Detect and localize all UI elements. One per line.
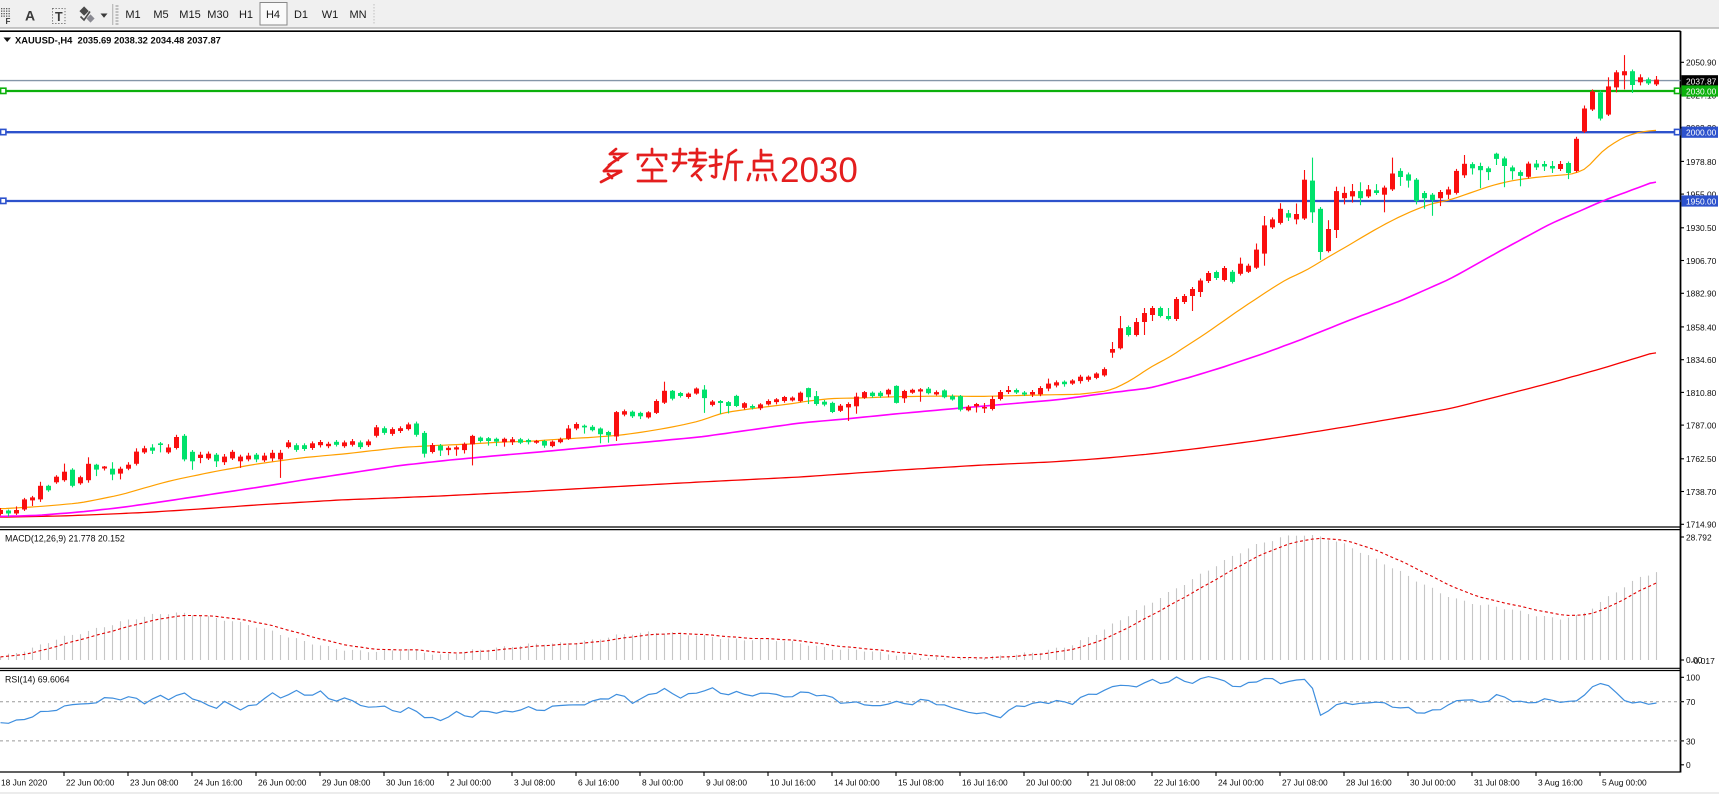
- svg-text:H1: H1: [239, 9, 253, 21]
- svg-text:1950.00: 1950.00: [1686, 197, 1717, 207]
- svg-text:29 Jun 08:00: 29 Jun 08:00: [322, 778, 371, 788]
- svg-text:5 Aug 00:00: 5 Aug 00:00: [1602, 778, 1647, 788]
- svg-text:2000.00: 2000.00: [1686, 128, 1717, 138]
- svg-text:M1: M1: [125, 9, 140, 21]
- svg-text:14 Jul 00:00: 14 Jul 00:00: [834, 778, 880, 788]
- svg-text:M30: M30: [207, 9, 228, 21]
- svg-text:2030: 2030: [780, 151, 858, 190]
- svg-text:D1: D1: [294, 9, 308, 21]
- svg-text:3 Aug 16:00: 3 Aug 16:00: [1538, 778, 1583, 788]
- svg-text:18 Jun 2020: 18 Jun 2020: [1, 778, 47, 788]
- svg-text:24 Jul 00:00: 24 Jul 00:00: [1218, 778, 1264, 788]
- svg-text:1810.80: 1810.80: [1686, 388, 1717, 398]
- svg-text:1882.90: 1882.90: [1686, 289, 1717, 299]
- svg-text:A: A: [25, 8, 35, 24]
- svg-text:23 Jun 08:00: 23 Jun 08:00: [130, 778, 179, 788]
- svg-text:RSI(14) 69.6064: RSI(14) 69.6064: [5, 675, 70, 685]
- svg-text:15 Jul 08:00: 15 Jul 08:00: [898, 778, 944, 788]
- svg-text:2050.90: 2050.90: [1686, 58, 1717, 68]
- svg-text:1834.60: 1834.60: [1686, 355, 1717, 365]
- svg-text:28.792: 28.792: [1686, 532, 1712, 542]
- svg-text:2 Jul 00:00: 2 Jul 00:00: [450, 778, 491, 788]
- svg-text:XAUUSD-,H4 2035.69 2038.32 20: XAUUSD-,H4 2035.69 2038.32 2034.48 2037.…: [15, 35, 221, 46]
- svg-text:2030.00: 2030.00: [1686, 87, 1717, 97]
- svg-text:1787.00: 1787.00: [1686, 421, 1717, 431]
- svg-text:1955.00: 1955.00: [1686, 190, 1717, 200]
- svg-text:31 Jul 08:00: 31 Jul 08:00: [1474, 778, 1520, 788]
- svg-text:8 Jul 00:00: 8 Jul 00:00: [642, 778, 683, 788]
- svg-text:70: 70: [1686, 697, 1696, 707]
- svg-text:2037.87: 2037.87: [1686, 76, 1717, 86]
- svg-text:1714.90: 1714.90: [1686, 520, 1717, 530]
- svg-text:16 Jul 16:00: 16 Jul 16:00: [962, 778, 1008, 788]
- svg-text:M15: M15: [179, 9, 200, 21]
- svg-text:W1: W1: [322, 9, 339, 21]
- svg-text:10 Jul 16:00: 10 Jul 16:00: [770, 778, 816, 788]
- svg-text:100: 100: [1686, 673, 1700, 683]
- svg-text:MN: MN: [349, 9, 366, 21]
- svg-text:30: 30: [1686, 736, 1696, 746]
- svg-text:1906.70: 1906.70: [1686, 256, 1717, 266]
- svg-text:21 Jul 08:00: 21 Jul 08:00: [1090, 778, 1136, 788]
- svg-text:H4: H4: [266, 9, 280, 21]
- svg-text:-0.017: -0.017: [1691, 656, 1715, 666]
- svg-text:20 Jul 00:00: 20 Jul 00:00: [1026, 778, 1072, 788]
- svg-text:1930.50: 1930.50: [1686, 223, 1717, 233]
- svg-text:9 Jul 08:00: 9 Jul 08:00: [706, 778, 747, 788]
- svg-text:22 Jun 00:00: 22 Jun 00:00: [66, 778, 115, 788]
- svg-text:M5: M5: [153, 9, 168, 21]
- svg-text:3 Jul 08:00: 3 Jul 08:00: [514, 778, 555, 788]
- svg-text:1762.50: 1762.50: [1686, 454, 1717, 464]
- svg-text:T: T: [55, 10, 63, 24]
- svg-text:24 Jun 16:00: 24 Jun 16:00: [194, 778, 243, 788]
- svg-text:6 Jul 16:00: 6 Jul 16:00: [578, 778, 619, 788]
- svg-text:30 Jun 16:00: 30 Jun 16:00: [386, 778, 435, 788]
- svg-text:1978.80: 1978.80: [1686, 157, 1717, 167]
- svg-text:30 Jul 00:00: 30 Jul 00:00: [1410, 778, 1456, 788]
- svg-text:22 Jul 16:00: 22 Jul 16:00: [1154, 778, 1200, 788]
- svg-text:MACD(12,26,9) 21.778 20.152: MACD(12,26,9) 21.778 20.152: [5, 534, 125, 544]
- svg-text:F: F: [6, 17, 11, 26]
- svg-text:0.00: 0.00: [1686, 655, 1703, 665]
- svg-text:1738.70: 1738.70: [1686, 487, 1717, 497]
- svg-text:27 Jul 08:00: 27 Jul 08:00: [1282, 778, 1328, 788]
- svg-text:26 Jun 00:00: 26 Jun 00:00: [258, 778, 307, 788]
- svg-text:28 Jul 16:00: 28 Jul 16:00: [1346, 778, 1392, 788]
- svg-text:1858.40: 1858.40: [1686, 322, 1717, 332]
- svg-text:0: 0: [1686, 760, 1691, 770]
